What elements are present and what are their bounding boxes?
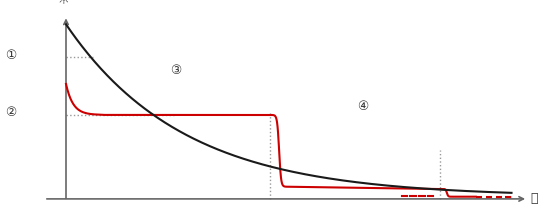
Text: ①: ① xyxy=(6,49,16,62)
Text: ⏰: ⏰ xyxy=(531,192,538,205)
Text: ③: ③ xyxy=(170,64,182,77)
Text: ④: ④ xyxy=(358,100,368,112)
Text: ②: ② xyxy=(6,106,16,119)
Text: ☀: ☀ xyxy=(57,0,70,7)
